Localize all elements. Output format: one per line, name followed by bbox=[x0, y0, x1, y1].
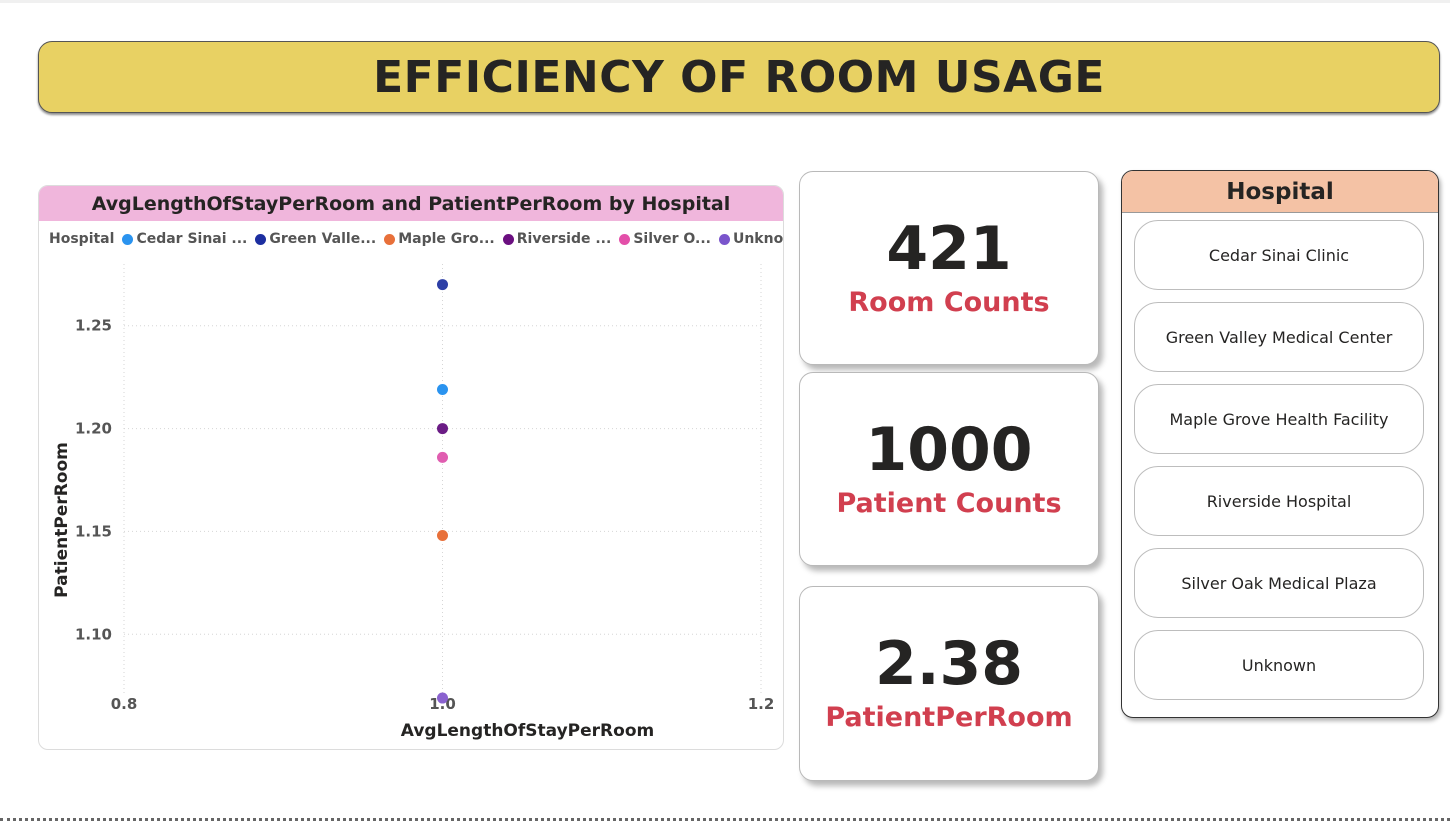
legend-label: Cedar Sinai ... bbox=[136, 231, 248, 247]
kpi-card-room-counts: 421 Room Counts bbox=[799, 171, 1099, 365]
y-tick-label: 1.10 bbox=[75, 625, 112, 643]
y-tick-label: 1.20 bbox=[75, 420, 112, 438]
slicer-item-riverside[interactable]: Riverside Hospital bbox=[1134, 466, 1424, 536]
legend-dot-icon bbox=[619, 233, 631, 245]
y-axis-title: PatientPerRoom bbox=[52, 442, 72, 598]
legend-dot-icon bbox=[718, 233, 730, 245]
data-point bbox=[437, 451, 448, 463]
slicer-item-green-valley[interactable]: Green Valley Medical Center bbox=[1134, 302, 1424, 372]
kpi-label: Patient Counts bbox=[836, 487, 1062, 519]
slicer-item-silver-oak[interactable]: Silver Oak Medical Plaza bbox=[1134, 548, 1424, 618]
top-border bbox=[0, 0, 1450, 3]
title-banner: EFFICIENCY OF ROOM USAGE bbox=[38, 41, 1440, 113]
chart-legend: Hospital Cedar Sinai ... Green Valle... … bbox=[49, 231, 784, 247]
kpi-value: 421 bbox=[886, 213, 1012, 284]
kpi-card-patient-per-room: 2.38 PatientPerRoom bbox=[799, 586, 1099, 781]
hospital-slicer: Hospital Cedar Sinai Clinic Green Valley… bbox=[1121, 170, 1439, 718]
legend-dot-icon bbox=[122, 233, 134, 245]
scatter-chart-svg: 1.10 1.15 1.20 1.25 0.8 1.0 1.2 AvgLengthOfStay… bbox=[52, 264, 775, 741]
legend-label: Maple Gro... bbox=[398, 231, 495, 247]
legend-label: Unknown bbox=[732, 231, 784, 247]
kpi-value: 1000 bbox=[865, 414, 1033, 485]
x-tick-label: 1.0 bbox=[429, 695, 456, 713]
legend-item-silver-oak[interactable]: Silver O... bbox=[619, 231, 711, 247]
data-point bbox=[437, 279, 448, 291]
y-tick-label: 1.25 bbox=[75, 317, 112, 335]
x-axis-title: AvgLengthOfStayPerRoom bbox=[401, 721, 654, 741]
page-title: EFFICIENCY OF ROOM USAGE bbox=[373, 51, 1105, 103]
legend-label: Green Valle... bbox=[269, 231, 377, 247]
chart-header: AvgLengthOfStayPerRoom and PatientPerRoo… bbox=[39, 186, 783, 221]
legend-title: Hospital bbox=[49, 231, 115, 247]
slicer-item-maple-grove[interactable]: Maple Grove Health Facility bbox=[1134, 384, 1424, 454]
legend-dot-icon bbox=[502, 233, 514, 245]
bottom-divider bbox=[0, 818, 1450, 821]
kpi-value: 2.38 bbox=[874, 629, 1024, 699]
data-point bbox=[437, 530, 448, 542]
kpi-label: PatientPerRoom bbox=[825, 702, 1073, 733]
legend-dot-icon bbox=[384, 233, 396, 245]
kpi-card-patient-counts: 1000 Patient Counts bbox=[799, 372, 1099, 566]
scatter-chart-visual[interactable]: 1.10 1.15 1.20 1.25 0.8 1.0 1.2 AvgLengthOfStay… bbox=[38, 185, 784, 750]
slicer-item-unknown[interactable]: Unknown bbox=[1134, 630, 1424, 700]
slicer-header: Hospital bbox=[1122, 171, 1438, 213]
legend-item-riverside[interactable]: Riverside ... bbox=[502, 231, 612, 247]
legend-item-green-valley[interactable]: Green Valle... bbox=[255, 231, 376, 247]
slicer-title: Hospital bbox=[1226, 178, 1334, 205]
y-tick-label: 1.15 bbox=[75, 522, 112, 540]
legend-label: Silver O... bbox=[633, 231, 711, 247]
data-point bbox=[437, 383, 448, 395]
kpi-label: Room Counts bbox=[848, 286, 1050, 318]
legend-item-unknown[interactable]: Unknown bbox=[718, 231, 784, 247]
legend-label: Riverside ... bbox=[516, 231, 612, 247]
legend-item-maple-grove[interactable]: Maple Gro... bbox=[384, 231, 495, 247]
data-point bbox=[437, 423, 448, 435]
x-tick-label: 1.2 bbox=[748, 695, 775, 713]
data-point bbox=[437, 692, 448, 704]
x-tick-label: 0.8 bbox=[111, 695, 138, 713]
legend-dot-icon bbox=[255, 233, 267, 245]
legend-item-cedar-sinai[interactable]: Cedar Sinai ... bbox=[122, 231, 247, 247]
chart-title: AvgLengthOfStayPerRoom and PatientPerRoo… bbox=[91, 192, 731, 215]
slicer-item-cedar-sinai[interactable]: Cedar Sinai Clinic bbox=[1134, 220, 1424, 290]
